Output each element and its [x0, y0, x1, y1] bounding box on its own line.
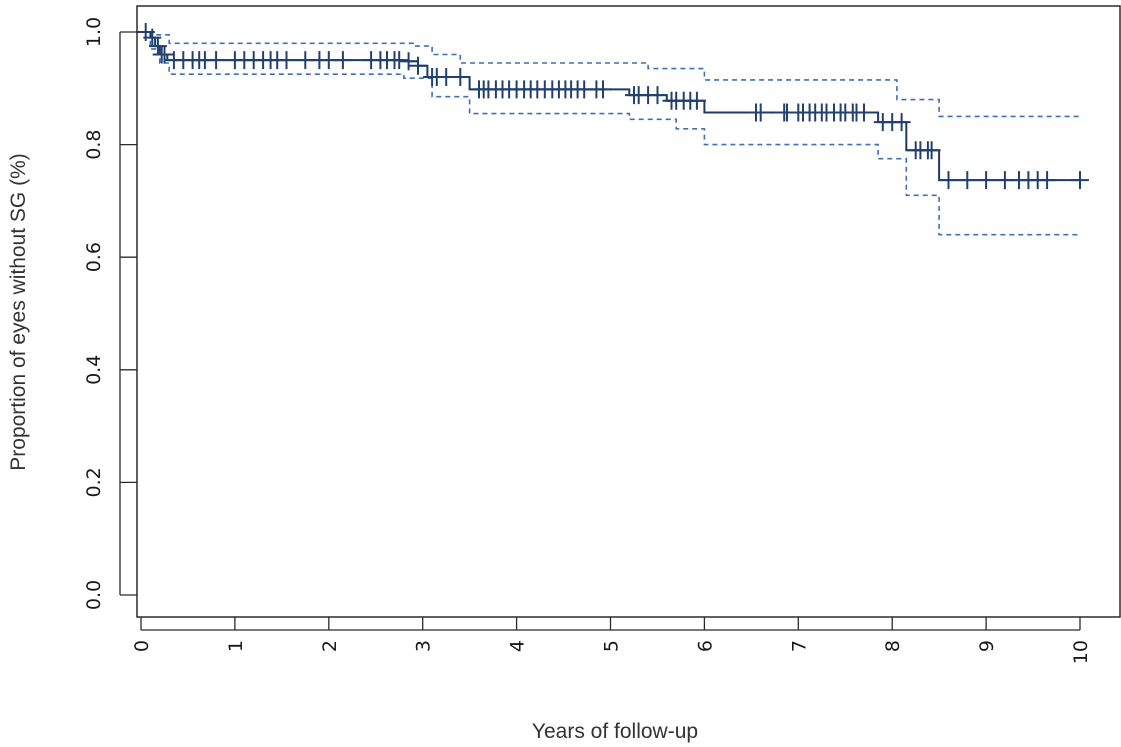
censor-mark — [751, 103, 770, 122]
censor-mark — [648, 86, 667, 105]
x-tick-label: 7 — [788, 640, 810, 652]
x-tick-label: 1 — [225, 640, 247, 652]
x-tick-label: 10 — [1070, 640, 1092, 664]
y-tick-label: 0.8 — [83, 129, 105, 159]
censor-marks — [136, 23, 1089, 190]
censor-mark — [155, 45, 174, 64]
censor-mark — [409, 56, 427, 75]
y-axis-title: Proportion of eyes without SG (%) — [7, 153, 30, 470]
x-tick-label: 0 — [131, 640, 153, 652]
x-tick-label: 9 — [976, 640, 998, 652]
lower-ci-curve — [141, 31, 1080, 236]
plot-frame — [136, 5, 1121, 618]
x-axis: 0 1 2 3 4 5 6 7 8 9 10 — [131, 617, 1092, 664]
censor-mark — [277, 51, 296, 70]
x-tick-label: 6 — [694, 640, 716, 652]
censor-mark — [390, 51, 409, 70]
censor-mark — [977, 171, 996, 190]
censor-mark — [1071, 171, 1089, 190]
y-tick-label: 0.4 — [83, 355, 105, 385]
survival-curve — [141, 31, 1080, 182]
y-tick-label: 0.2 — [83, 467, 105, 497]
censor-mark — [855, 103, 873, 122]
plot-content — [136, 23, 1089, 236]
x-tick-label: 8 — [882, 640, 904, 652]
x-tick-label: 4 — [507, 640, 529, 652]
censor-mark — [451, 68, 470, 86]
censor-mark — [333, 51, 352, 70]
y-tick-label: 1.0 — [83, 17, 105, 47]
x-axis-title: Years of follow-up — [532, 720, 698, 743]
x-tick-label: 3 — [413, 640, 435, 652]
x-tick-label: 5 — [601, 640, 623, 652]
censor-mark — [207, 51, 226, 70]
censor-mark — [1038, 171, 1057, 190]
censor-mark — [399, 52, 418, 71]
censor-mark — [594, 80, 612, 99]
censor-mark — [922, 141, 941, 160]
censor-mark — [958, 171, 977, 190]
censor-mark — [687, 91, 706, 110]
y-tick-label: 0.0 — [83, 580, 105, 610]
upper-ci-curve — [141, 31, 1080, 118]
y-axis: 0.0 0.2 0.4 0.6 0.8 1.0 — [83, 17, 137, 610]
censor-mark — [892, 113, 911, 132]
y-tick-label: 0.6 — [83, 242, 105, 272]
x-tick-label: 2 — [319, 640, 341, 652]
censor-mark — [939, 171, 958, 190]
